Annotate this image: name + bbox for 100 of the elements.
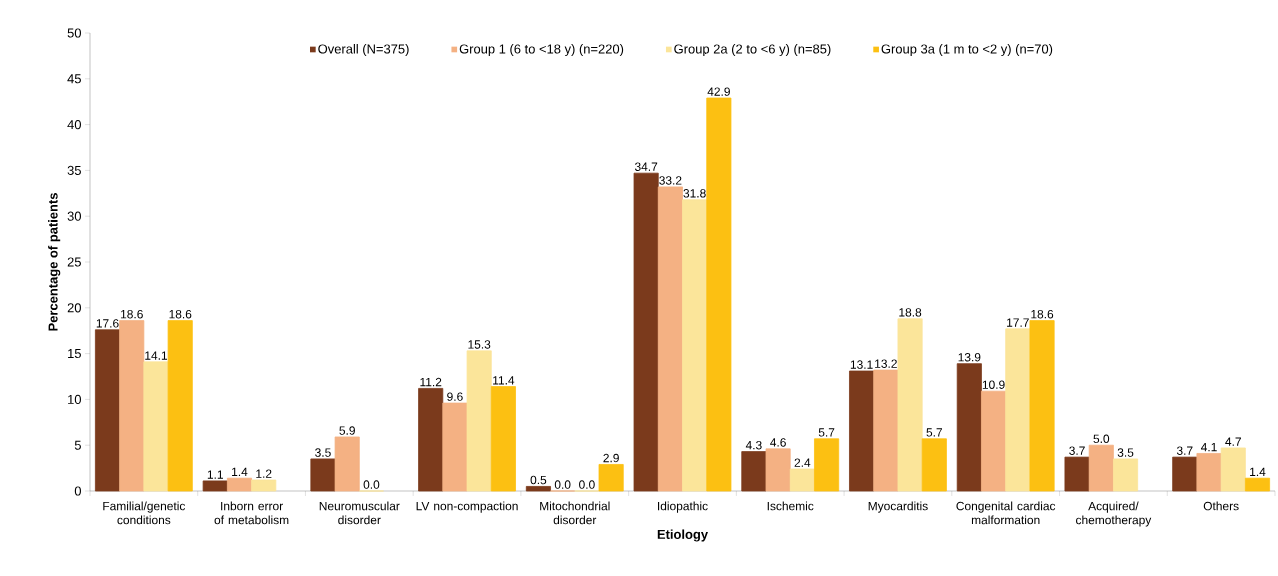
legend-label: Group 2a (2 to <6 y) (n=85) (674, 44, 831, 57)
data-label: 11.2 (420, 377, 442, 387)
data-label: 2.4 (794, 458, 811, 467)
bar (202, 480, 228, 492)
data-label: 11.4 (493, 376, 515, 385)
bar (1220, 447, 1246, 492)
legend-label: Overall (N=375) (318, 44, 409, 57)
x-tick-label: Acquired/ chemotherapy (1076, 501, 1152, 527)
bar (1088, 444, 1114, 492)
data-label: 1.1 (207, 470, 223, 479)
bar (741, 451, 767, 492)
y-tick-label: 20 (67, 303, 81, 313)
bar (789, 468, 815, 492)
x-tick-label: Congenital cardiac malformation (956, 501, 1056, 525)
bar (251, 479, 277, 492)
data-label: 14.1 (145, 351, 168, 360)
bar (921, 438, 947, 492)
bar (706, 97, 732, 492)
x-tick-label: Familial/genetic conditions (103, 501, 186, 525)
data-label: 10.9 (982, 380, 1005, 389)
data-label: 4.3 (745, 440, 762, 450)
legend-label: Group 3a (1 m to <2 y) (n=70) (881, 44, 1053, 57)
bar (1196, 453, 1222, 492)
bar (1029, 320, 1055, 492)
x-tick-label: Idiopathic (658, 501, 708, 513)
data-label: 17.7 (1007, 318, 1029, 327)
data-label: 31.8 (683, 189, 706, 198)
bar (490, 386, 516, 492)
x-axis-title: Etiology (657, 529, 708, 542)
data-label: 1.2 (256, 469, 272, 478)
bar (442, 402, 468, 492)
y-tick-label: 15 (68, 349, 81, 359)
bar (466, 350, 492, 492)
bar (167, 320, 193, 492)
bar (143, 361, 169, 492)
x-tick-label: Ischemic (767, 501, 814, 511)
data-label: 3.5 (1117, 448, 1134, 457)
y-axis-title: Percentage of patients (48, 193, 61, 331)
bar (1064, 456, 1090, 492)
data-label: 3.7 (1176, 446, 1193, 455)
data-label: 5.9 (339, 426, 355, 435)
bar (1005, 328, 1031, 492)
y-tick-label: 25 (67, 257, 81, 267)
x-tick-label: Mitochondrial disorder (540, 501, 610, 525)
data-label: 15.3 (468, 340, 491, 349)
bar (956, 363, 982, 492)
bar (873, 369, 899, 492)
data-label: 5.7 (926, 428, 943, 437)
bar (119, 320, 145, 492)
bar (418, 388, 444, 492)
bar (897, 318, 923, 492)
legend-label: Group 1 (6 to <18 y) (n=220) (459, 44, 624, 57)
data-label: 17.6 (96, 319, 119, 328)
data-label: 3.5 (315, 448, 331, 457)
data-label: 9.6 (447, 392, 463, 401)
data-label: 1.4 (232, 467, 248, 476)
bar (814, 438, 840, 492)
data-label: 5.7 (818, 428, 835, 437)
x-tick-label: LV non-compaction (416, 501, 518, 513)
bar (1244, 477, 1271, 492)
bar (1113, 458, 1139, 492)
x-tick-label: Others (1203, 501, 1239, 511)
bar (226, 477, 252, 492)
bar (981, 390, 1007, 492)
bar (94, 329, 121, 492)
y-tick-label: 50 (67, 28, 81, 38)
y-tick-label: 10 (68, 394, 81, 404)
data-label: 33.2 (659, 176, 682, 185)
data-label: 0.0 (554, 480, 571, 489)
data-label: 13.2 (875, 359, 897, 368)
bar (525, 486, 551, 492)
y-tick-label: 35 (67, 165, 81, 175)
data-label: 18.6 (121, 309, 143, 319)
data-label: 4.7 (1225, 437, 1241, 446)
data-label: 34.7 (634, 162, 658, 171)
bar (657, 186, 683, 492)
data-label: 18.6 (169, 309, 192, 319)
bar (849, 370, 875, 492)
data-label: 18.8 (899, 308, 922, 317)
y-tick-label: 0 (74, 486, 81, 496)
bar (334, 436, 360, 492)
bar (765, 448, 791, 492)
y-tick-label: 5 (74, 440, 81, 450)
x-tick-label: Neuromuscular disorder (319, 501, 400, 525)
data-label: 4.6 (770, 438, 786, 447)
y-tick-label: 45 (67, 74, 81, 84)
y-tick-label: 40 (67, 120, 81, 130)
bar (598, 464, 624, 492)
bar (310, 458, 336, 492)
data-label: 5.0 (1093, 434, 1110, 443)
data-label: 13.9 (958, 353, 981, 362)
x-tick-label: Inborn error of metabolism (214, 501, 289, 525)
x-tick-label: Myocarditis (868, 501, 928, 513)
data-label: 13.1 (850, 360, 873, 369)
data-label: 0.5 (530, 475, 547, 485)
data-label: 1.4 (1250, 467, 1266, 476)
data-label: 0.0 (363, 480, 380, 489)
data-label: 18.6 (1031, 309, 1054, 319)
data-label: 42.9 (707, 87, 730, 96)
bar (682, 199, 708, 492)
